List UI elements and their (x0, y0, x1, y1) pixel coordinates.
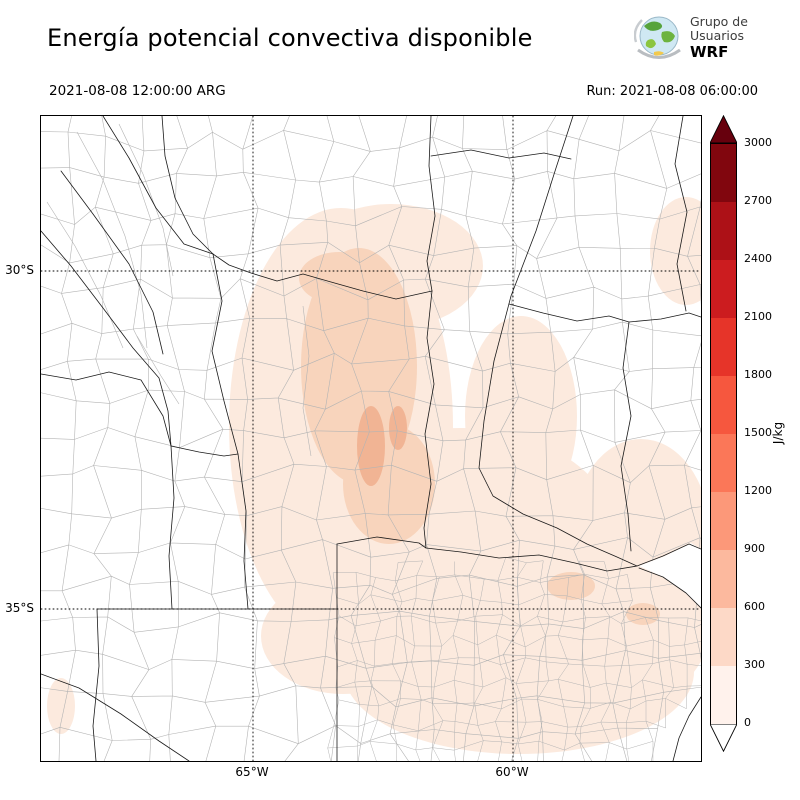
colorbar-tick-900: 900 (744, 542, 765, 555)
rio-de-la-plata (639, 543, 701, 608)
colorbar-tick-0: 0 (744, 716, 751, 729)
map-canvas (41, 116, 701, 761)
colorbar-tick-2100: 2100 (744, 310, 772, 323)
colorbar: 3000 2700 2400 2100 1800 1500 1200 900 6… (710, 115, 800, 775)
lat-tick-35s: 35°S (5, 601, 34, 615)
colorbar-tick-1200: 1200 (744, 484, 772, 497)
mountain-range-lines (46, 123, 312, 457)
wrf-users-group-logo: Grupo de Usuarios WRF (634, 12, 748, 64)
colorbar-band (711, 202, 736, 260)
colorbar-over-arrow (710, 115, 737, 143)
atlantic-ocean (673, 697, 701, 761)
run-time-label: Run: 2021-08-08 06:00:00 (586, 84, 758, 99)
colorbar-tick-2400: 2400 (744, 252, 772, 265)
colorbar-band (711, 550, 736, 608)
colorbar-tick-300: 300 (744, 658, 765, 671)
colorbar-tick-600: 600 (744, 600, 765, 613)
logo-text-wrf: WRF (690, 43, 729, 62)
lon-tick-65w: 65°W (235, 765, 269, 779)
colorbar-band (711, 492, 736, 550)
colorbar-band (711, 666, 736, 724)
logo-text-line1: Grupo de (690, 13, 748, 29)
colorbar-tick-1500: 1500 (744, 426, 772, 439)
colorbar-tick-3000: 3000 (744, 136, 772, 149)
lat-tick-30s: 30°S (5, 263, 34, 277)
cape-shading (47, 197, 701, 754)
colorbar-band (711, 376, 736, 434)
colorbar-unit: J/kg (771, 421, 785, 445)
colorbar-bands (710, 143, 737, 725)
colorbar-tick-1800: 1800 (744, 368, 772, 381)
colorbar-band (711, 318, 736, 376)
globe-icon (634, 16, 681, 59)
valid-time-label: 2021-08-08 12:00:00 ARG (49, 83, 226, 99)
colorbar-under-arrow (710, 724, 737, 752)
colorbar-band (711, 144, 736, 202)
colorbar-band (711, 260, 736, 318)
logo-text: Grupo de Usuarios WRF (690, 13, 748, 62)
page-title: Energía potencial convectiva disponible (47, 24, 533, 52)
lon-tick-60w: 60°W (495, 765, 529, 779)
colorbar-band (711, 434, 736, 492)
logo-text-line2: Usuarios (690, 27, 745, 43)
map-frame (40, 115, 702, 762)
colorbar-tick-2700: 2700 (744, 194, 772, 207)
colorbar-band (711, 608, 736, 666)
